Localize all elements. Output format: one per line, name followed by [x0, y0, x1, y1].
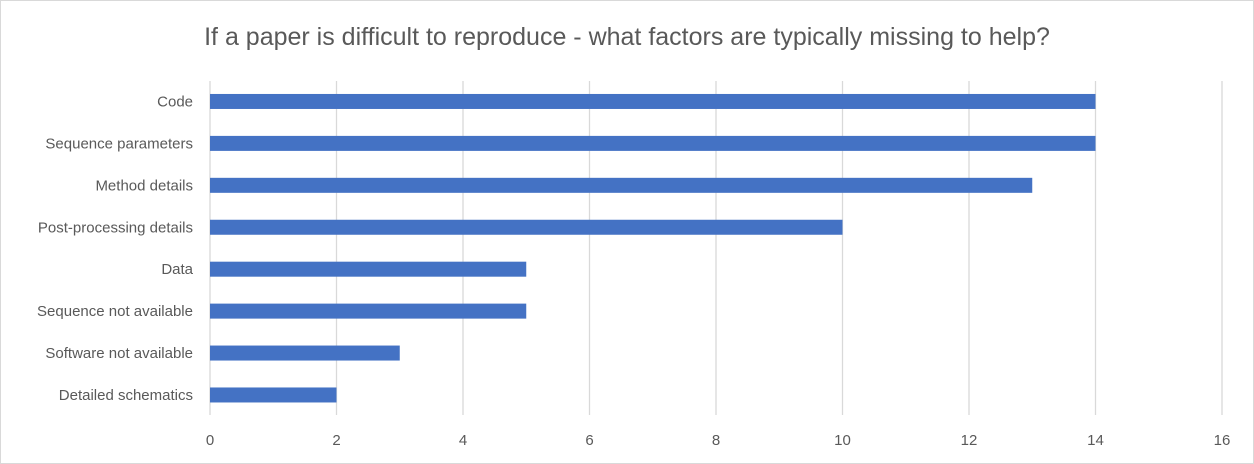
bar — [210, 93, 1096, 109]
x-tick-label: 10 — [834, 432, 851, 449]
category-label: Data — [161, 261, 193, 278]
x-axis-ticks: 0 2 4 6 8 10 12 14 16 — [206, 432, 1231, 449]
bar — [210, 135, 1096, 151]
category-label: Sequence not available — [37, 303, 193, 320]
x-tick-label: 0 — [206, 432, 214, 449]
bar — [210, 303, 527, 319]
bar — [210, 387, 337, 403]
category-label: Method details — [95, 177, 193, 194]
category-label: Sequence parameters — [45, 135, 193, 152]
chart-title: If a paper is difficult to reproduce - w… — [204, 23, 1050, 51]
category-label: Code — [157, 93, 193, 110]
category-label: Post-processing details — [38, 219, 193, 236]
bar — [210, 261, 527, 277]
x-tick-label: 8 — [712, 432, 720, 449]
x-tick-label: 6 — [585, 432, 593, 449]
x-tick-label: 4 — [459, 432, 467, 449]
bar — [210, 177, 1033, 193]
x-tick-label: 2 — [332, 432, 340, 449]
gridlines — [209, 81, 1223, 415]
x-tick-label: 16 — [1214, 432, 1231, 449]
x-tick-label: 12 — [961, 432, 978, 449]
category-label: Software not available — [45, 345, 193, 362]
category-label: Detailed schematics — [59, 387, 193, 404]
x-tick-label: 14 — [1087, 432, 1104, 449]
bar — [210, 219, 843, 235]
bar — [210, 345, 400, 361]
category-labels: Code Sequence parameters Method details Pos… — [37, 93, 194, 404]
bars — [210, 93, 1096, 403]
